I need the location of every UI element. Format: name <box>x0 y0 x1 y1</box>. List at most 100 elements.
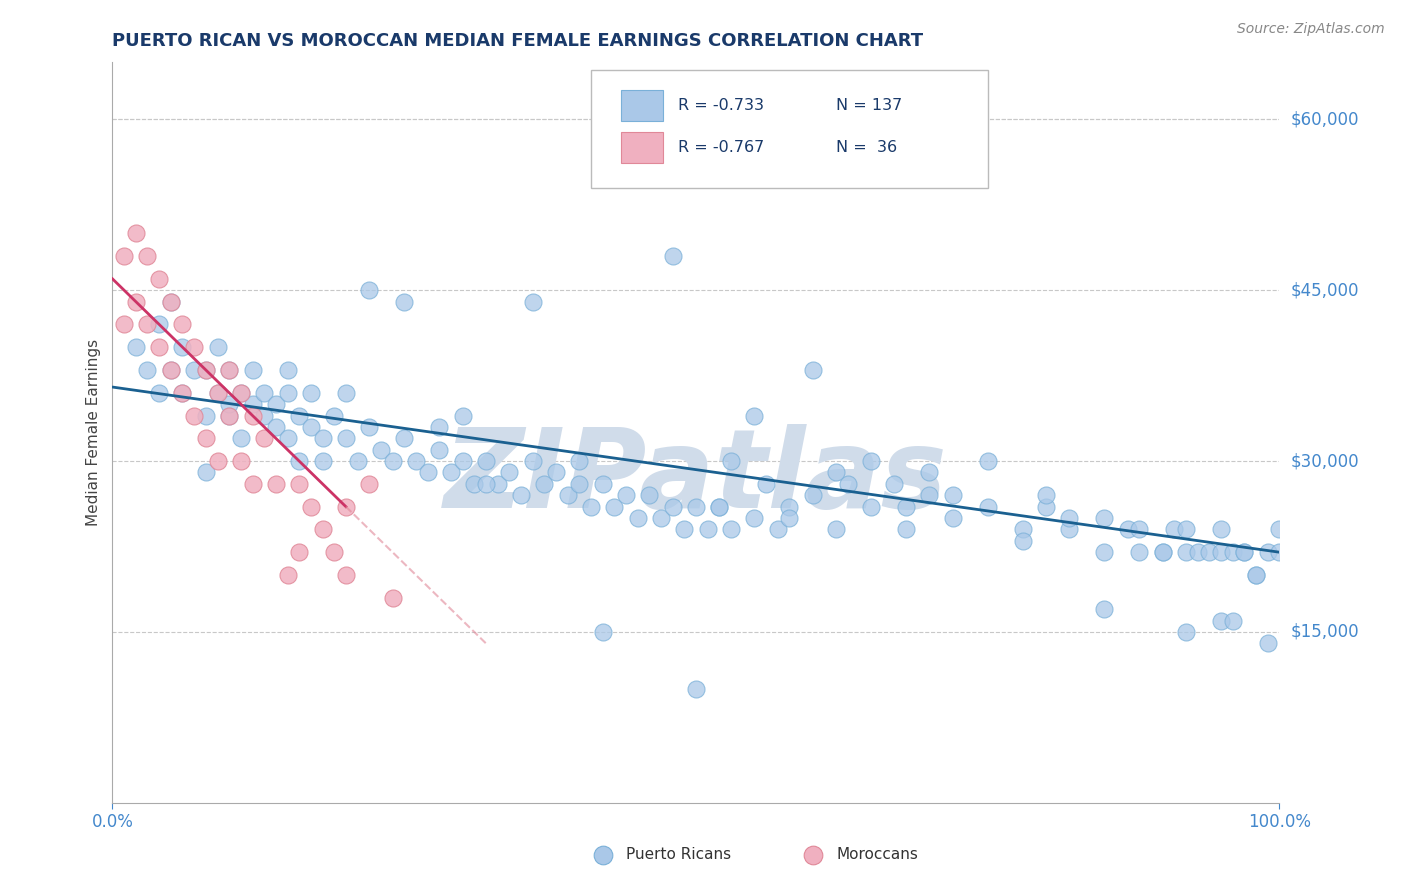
Text: R = -0.767: R = -0.767 <box>679 140 765 155</box>
Point <box>1175 523 1198 537</box>
Text: PUERTO RICAN VS MOROCCAN MEDIAN FEMALE EARNINGS CORRELATION CHART: PUERTO RICAN VS MOROCCAN MEDIAN FEMALE E… <box>112 32 924 50</box>
Point <box>509 488 531 502</box>
Point <box>112 318 135 332</box>
Point <box>860 500 883 514</box>
Point <box>183 340 205 354</box>
Point <box>720 454 742 468</box>
Point <box>766 523 789 537</box>
Point <box>148 272 170 286</box>
Point <box>1209 523 1232 537</box>
Point <box>160 363 183 377</box>
Point <box>1059 523 1081 537</box>
Point <box>394 294 416 309</box>
Point <box>218 409 240 423</box>
Text: $60,000: $60,000 <box>1291 111 1360 128</box>
Point <box>253 431 276 445</box>
Point <box>148 385 170 400</box>
Point <box>825 466 848 480</box>
Point <box>194 363 217 377</box>
Point <box>218 363 240 377</box>
Point <box>172 318 194 332</box>
Point <box>661 249 683 263</box>
Point <box>335 385 357 400</box>
Point <box>299 500 322 514</box>
Point <box>276 363 298 377</box>
Point <box>160 294 183 309</box>
Point <box>148 318 170 332</box>
Text: Puerto Ricans: Puerto Ricans <box>626 847 731 863</box>
Point <box>229 385 252 400</box>
Text: ZIPatlas: ZIPatlas <box>444 424 948 531</box>
Point <box>592 476 614 491</box>
Point <box>475 476 498 491</box>
Point <box>136 363 159 377</box>
Point <box>673 523 696 537</box>
Point <box>112 249 135 263</box>
Point <box>1268 523 1291 537</box>
Point <box>242 397 264 411</box>
Point <box>744 511 766 525</box>
Point <box>1094 545 1116 559</box>
Point <box>218 409 240 423</box>
Point <box>755 476 778 491</box>
Point <box>1209 614 1232 628</box>
Point <box>136 318 159 332</box>
Point <box>229 385 252 400</box>
Point <box>801 488 824 502</box>
Point <box>627 511 650 525</box>
Point <box>172 385 194 400</box>
Point <box>685 500 707 514</box>
Point <box>359 283 381 297</box>
Point <box>837 476 859 491</box>
Point <box>381 454 404 468</box>
Point <box>568 454 591 468</box>
Point <box>592 624 614 639</box>
Point <box>451 409 474 423</box>
Point <box>276 431 298 445</box>
Text: $30,000: $30,000 <box>1291 452 1360 470</box>
Point <box>125 227 148 241</box>
Point <box>381 591 404 605</box>
Point <box>440 466 463 480</box>
Point <box>264 476 287 491</box>
Text: $45,000: $45,000 <box>1291 281 1360 299</box>
Point <box>942 488 965 502</box>
FancyBboxPatch shape <box>621 132 664 163</box>
Point <box>288 545 311 559</box>
Point <box>1233 545 1256 559</box>
Point <box>942 511 965 525</box>
Point <box>359 476 381 491</box>
Point <box>1233 545 1256 559</box>
Point <box>311 523 333 537</box>
Point <box>264 397 287 411</box>
Point <box>661 500 683 514</box>
Point <box>335 500 357 514</box>
Point <box>1222 614 1244 628</box>
Point <box>288 409 311 423</box>
Point <box>125 294 148 309</box>
Point <box>720 523 742 537</box>
Point <box>136 249 159 263</box>
Point <box>976 454 998 468</box>
Point <box>592 796 614 810</box>
Point <box>685 681 707 696</box>
Point <box>522 454 544 468</box>
Text: R = -0.733: R = -0.733 <box>679 98 765 113</box>
Point <box>148 340 170 354</box>
Point <box>451 454 474 468</box>
Point <box>1222 545 1244 559</box>
Point <box>276 568 298 582</box>
Point <box>207 385 229 400</box>
Point <box>172 340 194 354</box>
Point <box>183 409 205 423</box>
Point <box>1035 488 1057 502</box>
Point <box>860 454 883 468</box>
Point <box>335 431 357 445</box>
Point <box>801 363 824 377</box>
Point <box>1187 545 1209 559</box>
Point <box>125 340 148 354</box>
Point <box>1152 545 1174 559</box>
Point <box>264 420 287 434</box>
Point <box>299 420 322 434</box>
Point <box>1059 511 1081 525</box>
